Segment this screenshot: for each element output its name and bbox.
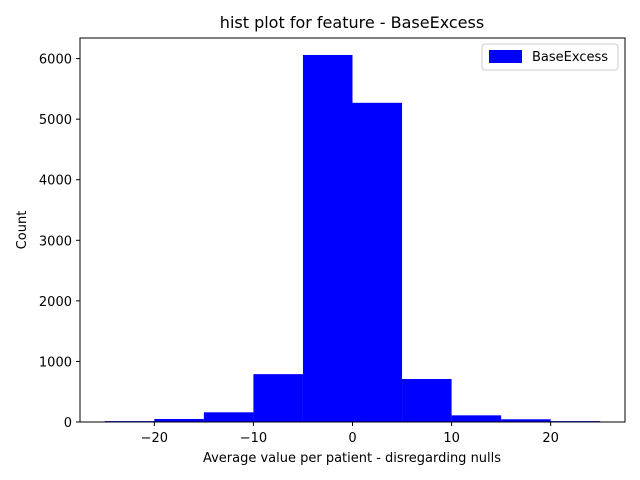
bars-group bbox=[104, 54, 601, 423]
y-axis-label: Count bbox=[15, 211, 30, 250]
x-tick-label: 0 bbox=[348, 431, 356, 446]
chart-title: hist plot for feature - BaseExcess bbox=[220, 13, 484, 32]
y-tick-label: 5000 bbox=[39, 113, 72, 128]
x-tick-label: 10 bbox=[443, 431, 460, 446]
x-axis-ticks: −20 −10 0 10 20 bbox=[141, 422, 559, 446]
legend-swatch bbox=[489, 50, 522, 63]
histogram-bar bbox=[352, 102, 403, 423]
x-tick-label: −10 bbox=[240, 431, 267, 446]
x-axis-label: Average value per patient - disregarding… bbox=[203, 451, 501, 466]
y-tick-label: 6000 bbox=[39, 53, 72, 68]
y-tick-label: 0 bbox=[64, 416, 72, 431]
histogram-bar bbox=[203, 412, 254, 422]
plot-frame bbox=[79, 37, 626, 423]
histogram-bar bbox=[451, 415, 502, 422]
legend: BaseExcess bbox=[481, 43, 619, 71]
histogram-bar bbox=[302, 54, 353, 423]
y-tick-label: 2000 bbox=[39, 295, 72, 310]
histogram-bar bbox=[154, 418, 204, 422]
histogram-bar bbox=[402, 378, 452, 422]
x-tick-label: 20 bbox=[542, 431, 559, 446]
histogram-bar bbox=[501, 419, 551, 422]
y-tick-label: 3000 bbox=[39, 234, 72, 249]
x-tick-label: −20 bbox=[141, 431, 168, 446]
y-tick-label: 4000 bbox=[39, 174, 72, 189]
legend-label: BaseExcess bbox=[532, 50, 608, 65]
y-tick-label: 1000 bbox=[39, 355, 72, 370]
y-axis-ticks: 0 1000 2000 3000 4000 5000 6000 bbox=[39, 53, 80, 431]
histogram-bar bbox=[253, 374, 303, 422]
